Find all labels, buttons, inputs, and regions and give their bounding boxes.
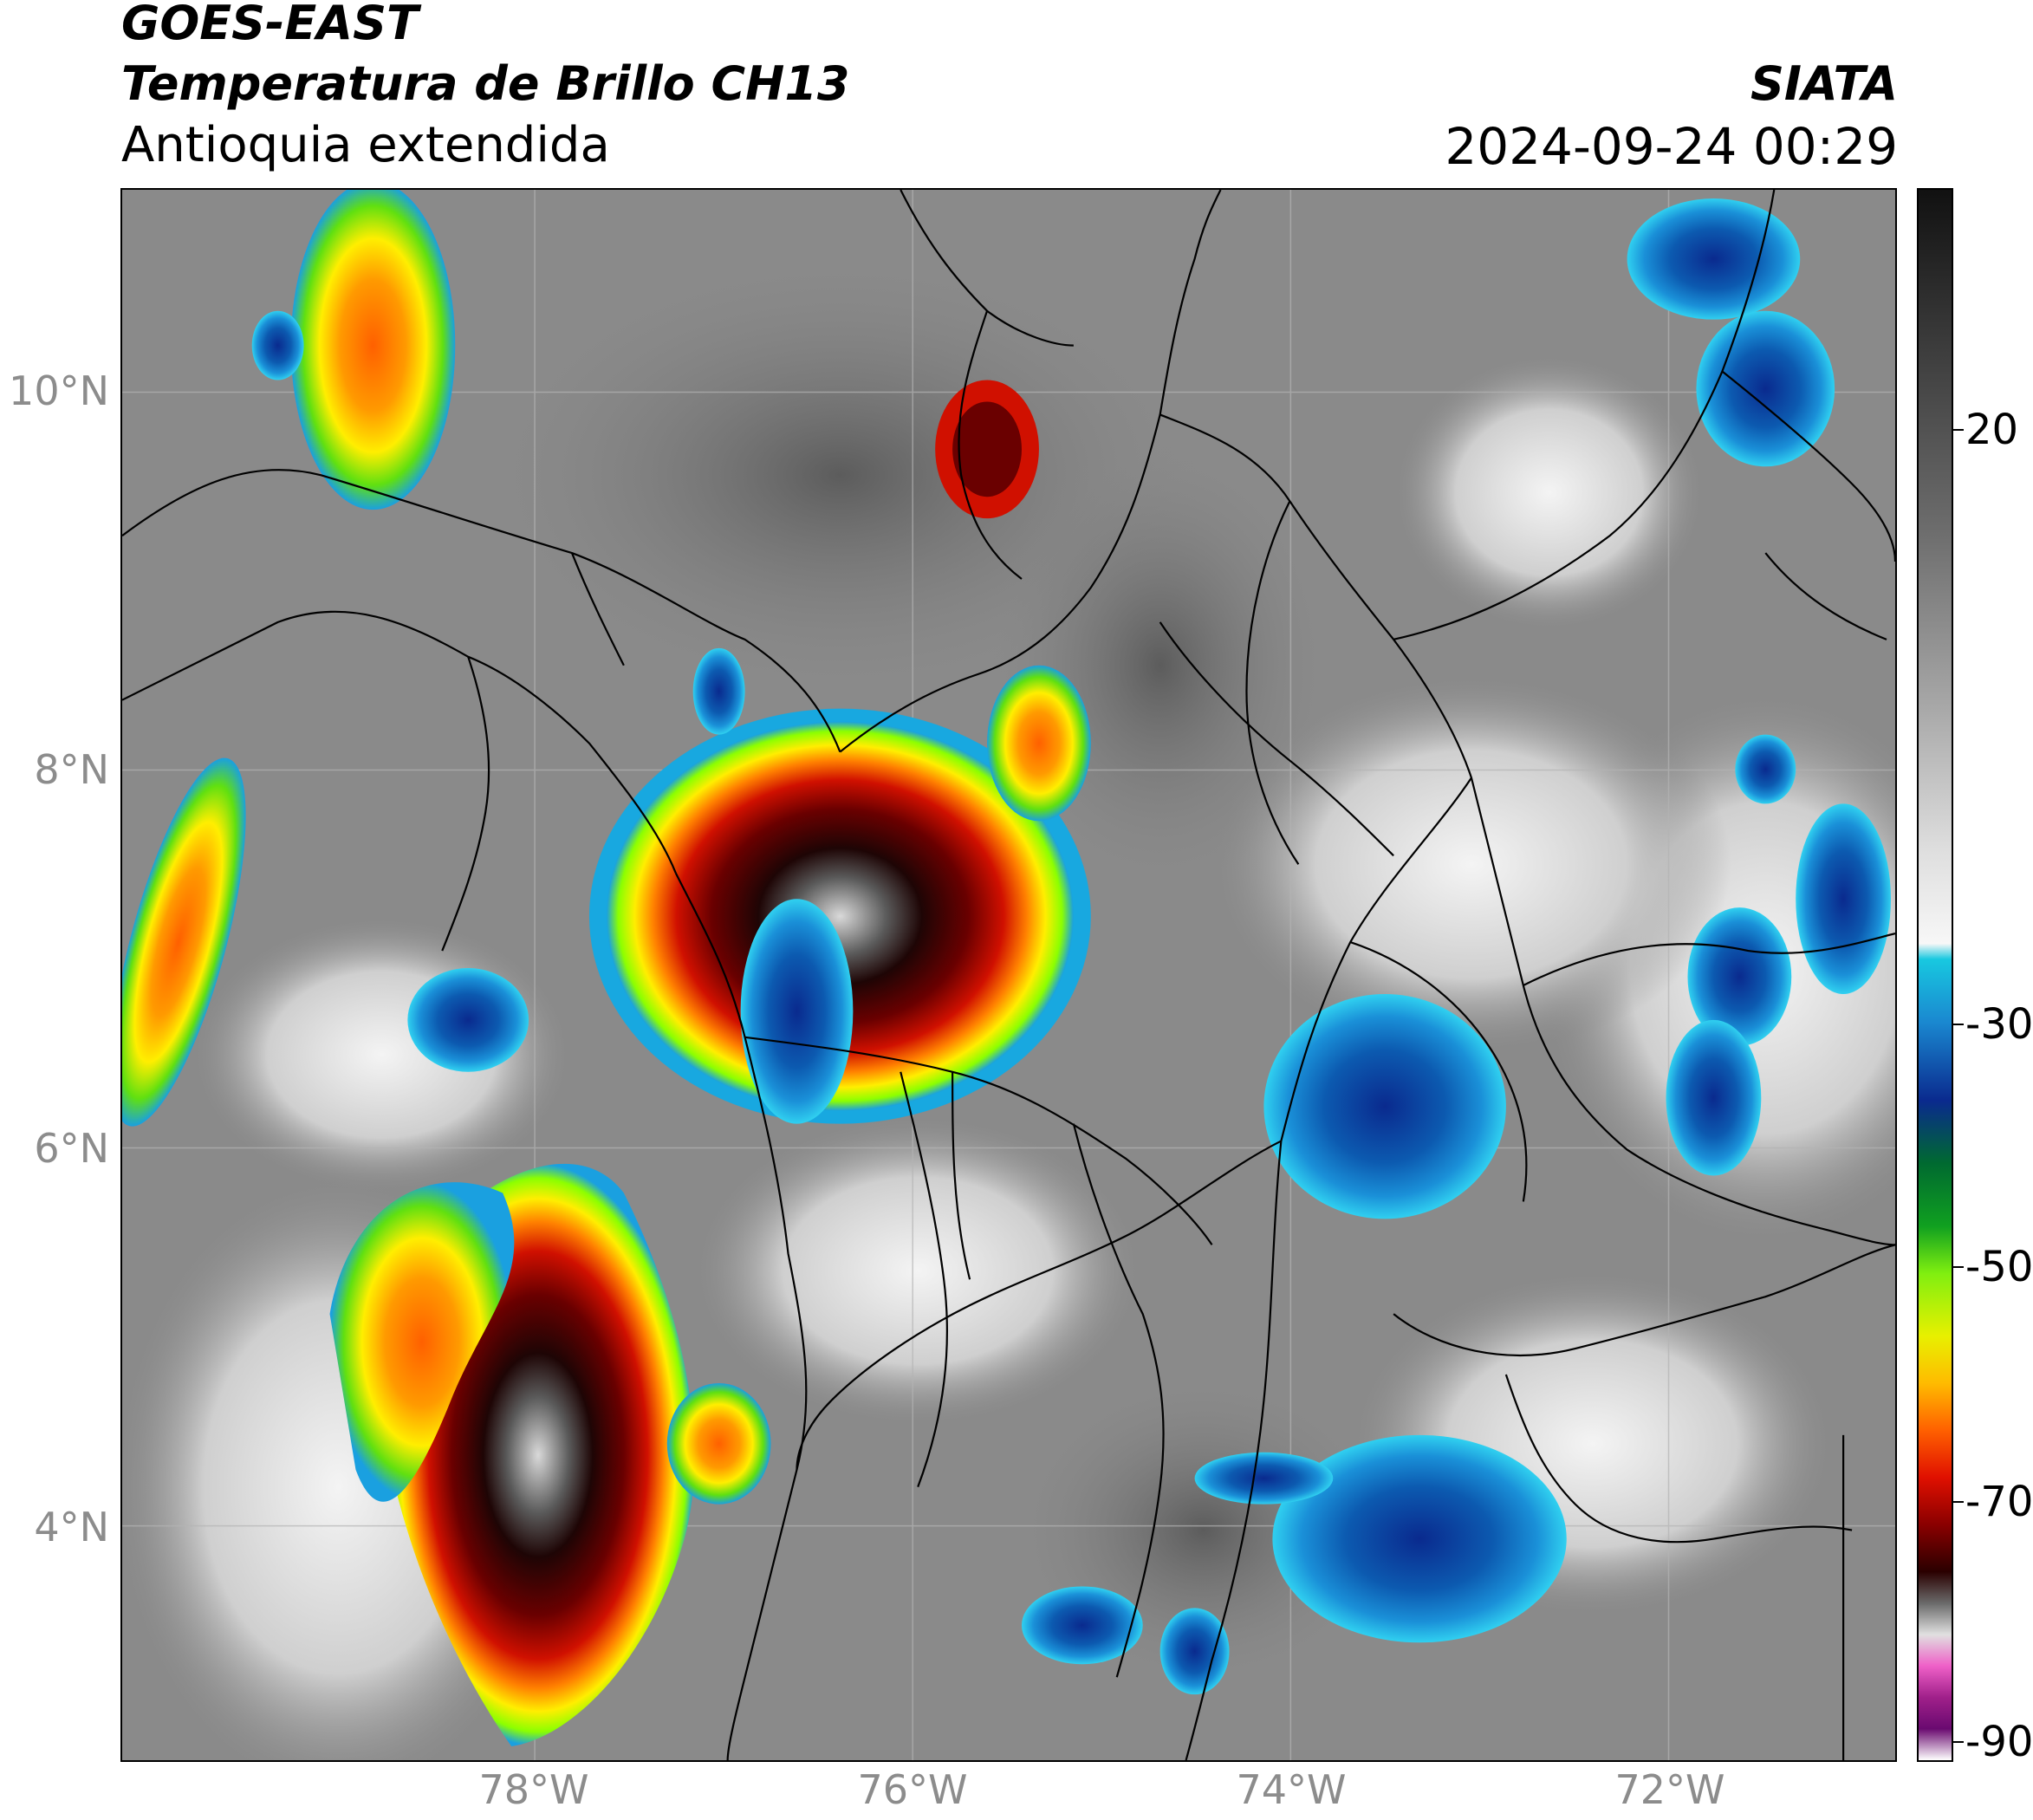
colorbar-label-m50: -50 <box>1965 1243 2033 1291</box>
colorbar-label-m70: -70 <box>1965 1478 2033 1526</box>
colorbar-label-m90: -90 <box>1965 1718 2033 1766</box>
map-image <box>122 190 1895 1760</box>
borders <box>122 190 1895 1760</box>
lon-label-76w: 76°W <box>857 1766 968 1813</box>
colorbar-label-m30: -30 <box>1965 1000 2033 1049</box>
lat-label-8n: 8°N <box>34 746 109 793</box>
timestamp-label: 2024-09-24 00:29 <box>1445 117 1898 176</box>
satellite-map[interactable] <box>120 188 1897 1762</box>
lon-label-74w: 74°W <box>1236 1766 1347 1813</box>
colorbar-tick <box>1953 1501 1964 1503</box>
colorbar-tick <box>1953 1266 1964 1268</box>
colorbar-tick <box>1953 1741 1964 1743</box>
storm-cells <box>122 190 1892 1747</box>
temperature-colorbar <box>1917 188 1953 1762</box>
lat-label-4n: 4°N <box>34 1504 109 1550</box>
lon-label-78w: 78°W <box>478 1766 589 1813</box>
colorbar-label-20: 20 <box>1965 406 2019 454</box>
lon-label-72w: 72°W <box>1614 1766 1725 1813</box>
colorbar-tick <box>1953 1024 1964 1025</box>
satellite-title: GOES-EAST <box>121 0 419 50</box>
lat-label-6n: 6°N <box>34 1125 109 1172</box>
colorbar-tick <box>1953 429 1964 431</box>
organization-label: SIATA <box>1750 56 1898 111</box>
region-subtitle: Antioquia extendida <box>121 117 610 173</box>
product-title: Temperatura de Brillo CH13 <box>121 56 850 111</box>
lat-label-10n: 10°N <box>9 367 109 414</box>
